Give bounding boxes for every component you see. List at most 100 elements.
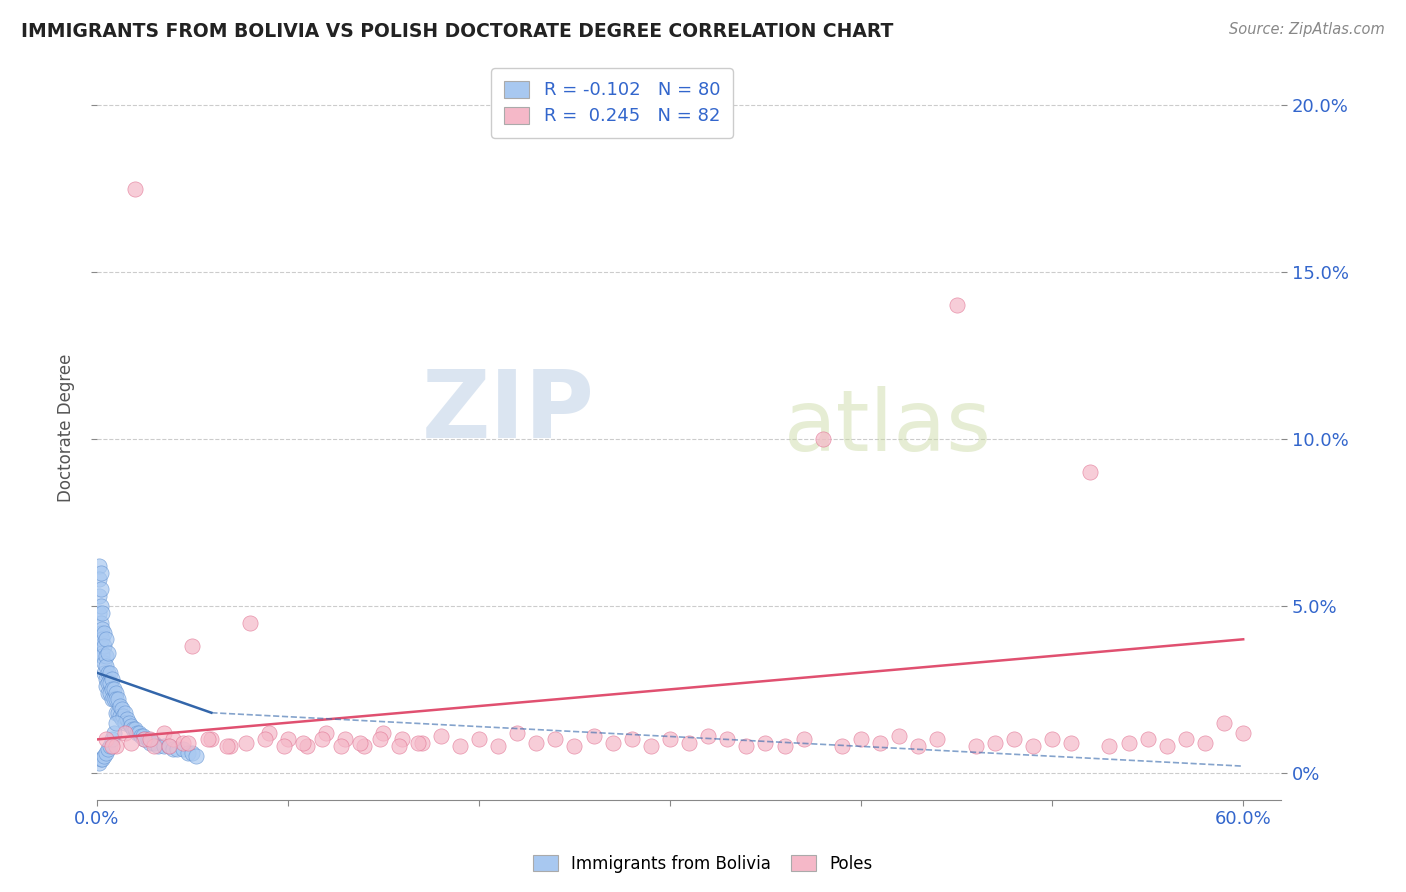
Point (104, 706, 127, 720)
Point (104, 739, 127, 753)
Point (235, 736, 257, 750)
Point (120, 719, 142, 733)
Point (582, 729, 605, 743)
Point (93, 749, 115, 764)
Point (368, 732, 391, 747)
Point (96, 648, 118, 663)
Point (945, 298, 967, 312)
Point (96, 746, 118, 760)
Point (103, 725, 125, 739)
Point (177, 746, 200, 760)
Point (449, 739, 471, 753)
Point (131, 729, 153, 743)
Point (97, 742, 120, 756)
Point (90, 752, 112, 766)
Point (108, 699, 131, 714)
Point (468, 732, 491, 747)
Point (91, 752, 114, 766)
Point (117, 713, 139, 727)
Point (333, 732, 356, 747)
Point (103, 692, 125, 706)
Point (125, 725, 148, 739)
Point (93, 625, 115, 640)
Point (101, 692, 124, 706)
Point (311, 732, 333, 747)
Point (90, 599, 112, 613)
Point (104, 686, 127, 700)
Point (602, 736, 624, 750)
Point (678, 736, 700, 750)
Point (101, 739, 124, 753)
Point (124, 723, 146, 737)
Point (87, 558, 110, 573)
Point (907, 739, 929, 753)
Point (122, 723, 145, 737)
Point (429, 729, 451, 743)
Text: ZIP: ZIP (422, 367, 595, 458)
Point (98, 665, 121, 680)
Point (97, 686, 120, 700)
Point (564, 739, 586, 753)
Y-axis label: Doctorate Degree: Doctorate Degree (58, 353, 75, 501)
Point (90, 615, 112, 630)
Point (118, 715, 141, 730)
Point (295, 739, 318, 753)
Point (889, 729, 911, 743)
Point (97, 675, 120, 690)
Point (1174, 732, 1197, 747)
Point (104, 692, 127, 706)
Point (965, 739, 987, 753)
Point (91, 646, 114, 660)
Point (330, 739, 353, 753)
Point (96, 632, 118, 647)
Point (96, 679, 118, 693)
Point (353, 739, 375, 753)
Point (181, 639, 204, 653)
Point (197, 732, 219, 747)
Point (98, 686, 121, 700)
Point (215, 739, 238, 753)
Point (98, 739, 121, 753)
Point (200, 732, 222, 747)
Point (373, 725, 395, 739)
Point (984, 736, 1007, 750)
Point (166, 742, 188, 756)
Point (292, 736, 315, 750)
Point (315, 725, 337, 739)
Point (128, 725, 150, 739)
Point (107, 692, 129, 706)
Point (219, 739, 242, 753)
Point (640, 739, 662, 753)
Point (1060, 736, 1083, 750)
Point (136, 732, 159, 747)
Point (927, 732, 949, 747)
Point (793, 732, 815, 747)
Point (90, 625, 112, 640)
Point (101, 732, 124, 747)
Point (811, 432, 834, 446)
Point (101, 682, 124, 697)
Point (273, 739, 295, 753)
Point (90, 566, 112, 580)
Point (1118, 736, 1140, 750)
Point (91, 622, 114, 636)
Point (184, 749, 207, 764)
Text: atlas: atlas (783, 386, 991, 469)
Point (90, 582, 112, 597)
Point (96, 732, 118, 747)
Point (172, 736, 194, 750)
Point (103, 682, 125, 697)
Point (87, 572, 110, 586)
Point (114, 706, 136, 720)
Point (849, 732, 872, 747)
Point (112, 709, 135, 723)
Point (101, 673, 124, 687)
Point (124, 182, 146, 196)
Point (162, 732, 184, 747)
Point (93, 656, 115, 670)
Point (181, 746, 204, 760)
Point (107, 706, 129, 720)
Point (1194, 736, 1216, 750)
Point (98, 675, 121, 690)
Point (716, 732, 738, 747)
